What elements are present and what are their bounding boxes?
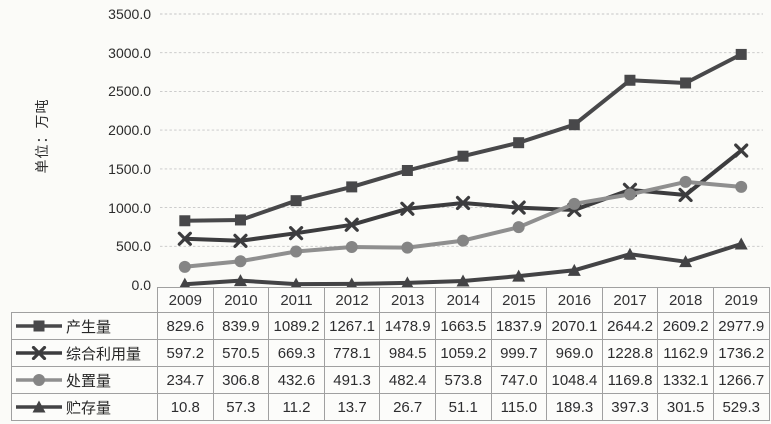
table-row-comprehensive-utilization: 综合利用量 597.2 570.5 669.3 778.1 984.5 1059.2 999.… (11, 339, 770, 367)
series-generation (179, 48, 747, 227)
value-cell: 1059.2 (434, 339, 492, 367)
y-tick-label: 3500.0 (108, 6, 151, 22)
legend-cell-disposal: 处置量 (11, 366, 158, 394)
year-header-cell: 2018 (657, 287, 714, 313)
value-cell: 57.3 (212, 393, 270, 421)
value-cell: 839.9 (212, 312, 270, 340)
line-chart-plot-area (160, 13, 763, 290)
year-header-cell: 2016 (546, 287, 603, 313)
year-header-cell: 2013 (379, 287, 436, 313)
value-cell: 984.5 (379, 339, 436, 367)
value-cell: 2644.2 (601, 312, 659, 340)
value-cell: 189.3 (546, 393, 603, 421)
value-cell: 529.3 (712, 393, 770, 421)
value-cell: 829.6 (157, 312, 214, 340)
table-row-storage: 贮存量 10.8 57.3 11.2 13.7 26.7 51.1 115.0 189.3 397… (11, 393, 770, 421)
legend-label: 产生量 (66, 318, 112, 336)
table-row-generation: 产生量 829.6 839.9 1089.2 1267.1 1478.9 1663.5 183… (11, 312, 770, 340)
value-cell: 10.8 (157, 393, 214, 421)
y-tick-label: 2000.0 (108, 122, 151, 139)
series-disposal (178, 175, 748, 273)
circle-marker-icon (16, 374, 62, 386)
value-cell: 51.1 (434, 393, 492, 421)
table-corner-spacer (12, 288, 158, 313)
value-cell: 1228.8 (601, 339, 659, 367)
year-header-cell: 2011 (268, 287, 325, 313)
legend-label: 处置量 (66, 372, 112, 390)
y-tick-label: 3000.0 (108, 44, 151, 61)
table-row-disposal: 处置量 234.7 306.8 432.6 491.3 482.4 573.8 747.0 10… (11, 366, 770, 394)
value-cell: 234.7 (157, 366, 214, 394)
series-storage (178, 237, 748, 290)
year-header-cell: 2014 (434, 287, 492, 313)
value-cell: 747.0 (490, 366, 548, 394)
value-cell: 482.4 (379, 366, 436, 394)
value-cell: 13.7 (323, 393, 381, 421)
value-cell: 1169.8 (601, 366, 659, 394)
x-marker-icon (16, 346, 62, 360)
value-cell: 1837.9 (490, 312, 548, 340)
value-cell: 11.2 (268, 393, 325, 421)
y-tick-label: 2500.0 (108, 83, 151, 100)
value-cell: 999.7 (490, 339, 548, 367)
y-tick-label: 1500.0 (108, 160, 151, 177)
value-cell: 1478.9 (379, 312, 436, 340)
square-marker-icon (16, 320, 62, 332)
triangle-marker-icon (16, 400, 62, 413)
value-cell: 2977.9 (712, 312, 770, 340)
value-cell: 1162.9 (657, 339, 714, 367)
legend-cell-storage: 贮存量 (11, 393, 158, 421)
value-cell: 26.7 (379, 393, 436, 421)
value-cell: 432.6 (268, 366, 325, 394)
year-header-cell: 2010 (212, 287, 270, 313)
value-cell: 397.3 (601, 393, 659, 421)
value-cell: 2609.2 (657, 312, 714, 340)
value-cell: 1266.7 (712, 366, 770, 394)
legend-cell-comprehensive-utilization: 综合利用量 (11, 339, 158, 367)
y-tick-label: 500.0 (115, 238, 151, 255)
year-header-cell: 2009 (157, 287, 214, 313)
y-tick-label: 0.0 (131, 277, 151, 293)
legend-cell-generation: 产生量 (11, 312, 158, 340)
legend-label: 综合利用量 (66, 345, 142, 363)
value-cell: 115.0 (490, 393, 548, 421)
y-tick-label: 1000.0 (108, 199, 151, 216)
year-header-row: 2009 2010 2011 2012 2013 2014 2015 2016 2017 2018… (12, 287, 770, 313)
value-cell: 1089.2 (268, 312, 325, 340)
value-cell: 301.5 (657, 393, 714, 421)
value-cell: 1048.4 (546, 366, 603, 394)
value-cell: 570.5 (212, 339, 270, 367)
value-cell: 2070.1 (546, 312, 603, 340)
value-cell: 1332.1 (657, 366, 714, 394)
value-cell: 669.3 (268, 339, 325, 367)
year-header-cell: 2019 (712, 287, 770, 313)
year-header-cell: 2017 (601, 287, 659, 313)
value-cell: 969.0 (546, 339, 603, 367)
legend-label: 贮存量 (66, 399, 112, 417)
value-cell: 597.2 (157, 339, 214, 367)
value-cell: 306.8 (212, 366, 270, 394)
chart-data-table: 2009 2010 2011 2012 2013 2014 2015 2016 2017 2018… (11, 287, 770, 421)
value-cell: 491.3 (323, 366, 381, 394)
value-cell: 1736.2 (712, 339, 770, 367)
year-header-cell: 2012 (323, 287, 381, 313)
year-header-cell: 2015 (490, 287, 548, 313)
value-cell: 573.8 (434, 366, 492, 394)
value-cell: 1267.1 (323, 312, 381, 340)
value-cell: 778.1 (323, 339, 381, 367)
value-cell: 1663.5 (434, 312, 492, 340)
